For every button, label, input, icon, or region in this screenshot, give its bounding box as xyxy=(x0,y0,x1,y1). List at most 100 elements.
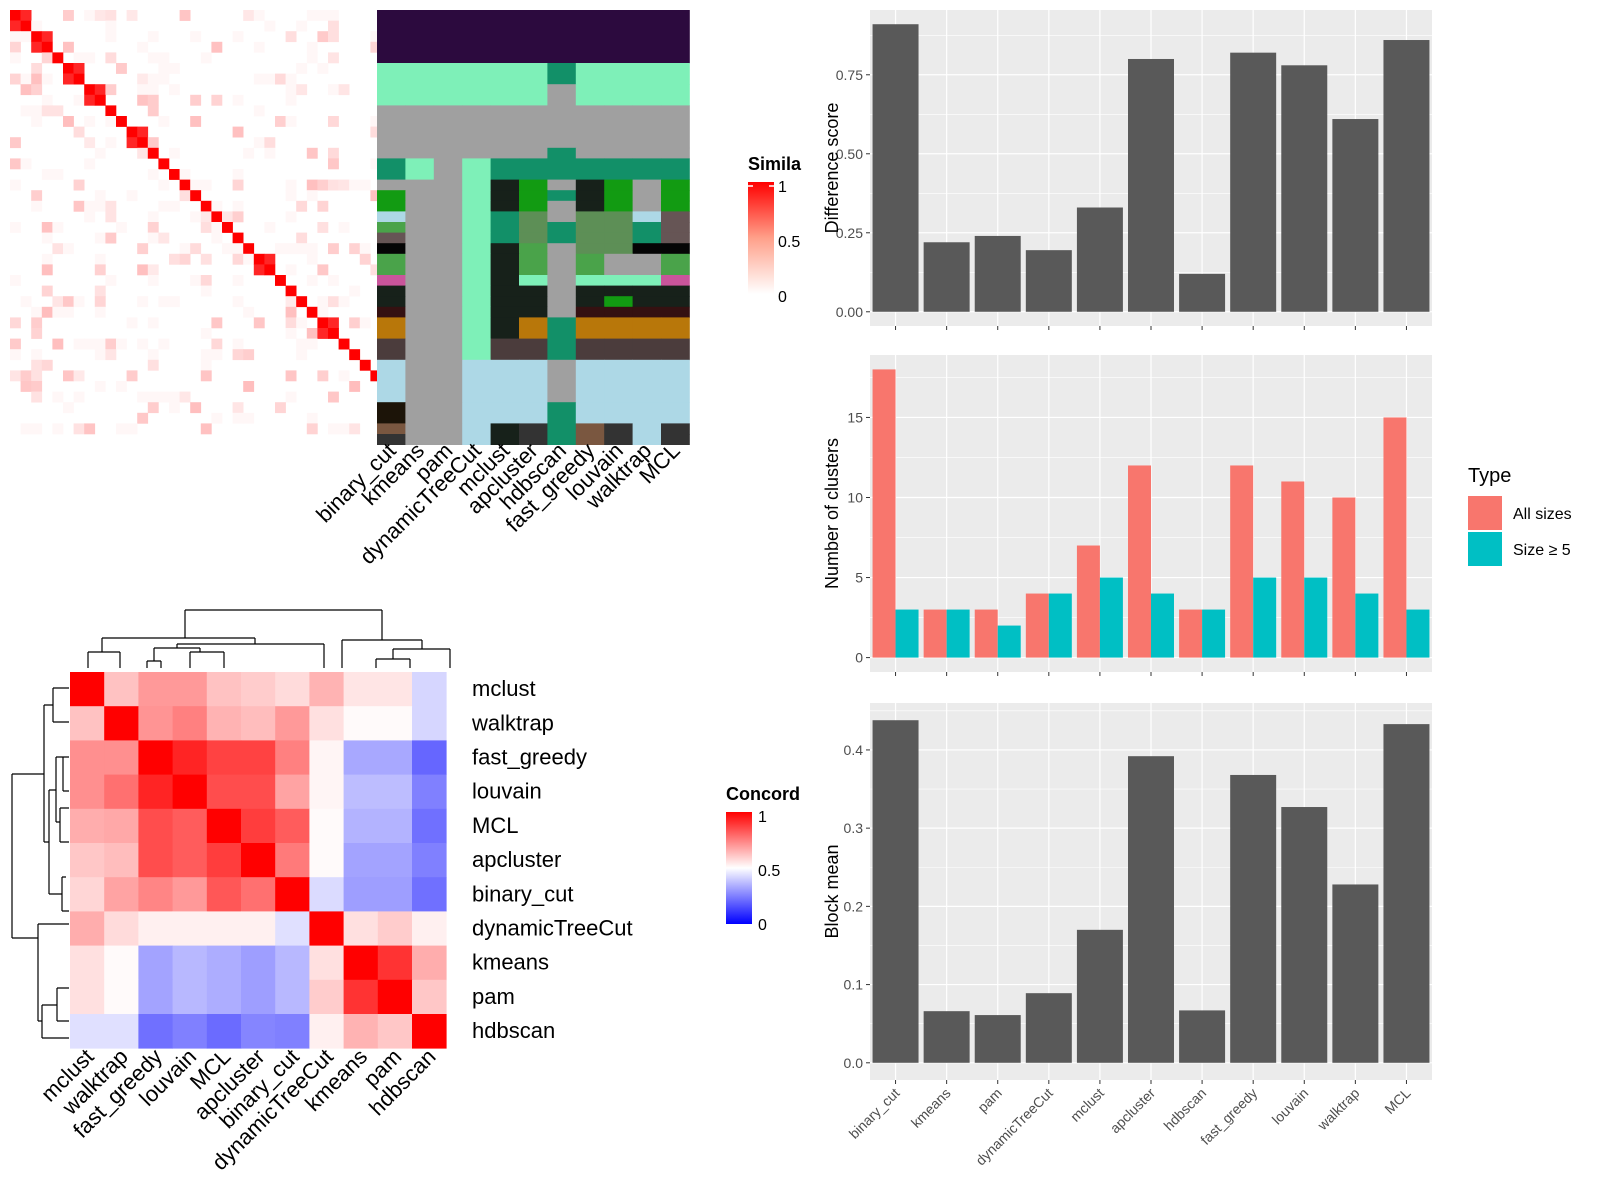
concordance-cell xyxy=(412,672,447,707)
similarity-cell xyxy=(306,190,318,202)
membership-cell xyxy=(575,179,605,191)
membership-cell xyxy=(575,222,605,233)
similarity-cell xyxy=(338,423,350,435)
similarity-cell xyxy=(73,370,85,382)
membership-cell xyxy=(462,10,491,64)
similarity-cell xyxy=(200,211,212,223)
similarity-cell xyxy=(158,116,170,127)
membership-cell xyxy=(405,10,435,64)
membership-cell xyxy=(604,158,633,180)
similarity-cell xyxy=(126,137,138,149)
difference-score-chart: 0.00 0.25 0.50 0.75 Difference score xyxy=(822,10,1432,330)
similarity-cell xyxy=(147,317,159,329)
y-axis-title: Number of clusters xyxy=(822,438,842,589)
concordance-cell xyxy=(275,808,310,844)
y-tick-label: 0.75 xyxy=(836,67,863,83)
membership-cell xyxy=(405,147,435,159)
membership-cell xyxy=(405,423,435,435)
similarity-cell xyxy=(10,370,21,382)
similarity-cell xyxy=(105,232,117,244)
concordance-cell xyxy=(309,808,344,844)
membership-cell xyxy=(575,10,605,64)
membership-cell xyxy=(377,306,406,318)
similarity-cell xyxy=(147,105,159,117)
similarity-cell xyxy=(306,338,318,350)
similarity-cell xyxy=(243,10,255,21)
concordance-cell xyxy=(343,774,379,810)
membership-cell xyxy=(547,243,577,255)
concordance-cell xyxy=(172,672,208,707)
concordance-cell xyxy=(275,945,310,981)
concordance-cell xyxy=(206,945,242,981)
similarity-cell xyxy=(94,10,106,21)
similarity-cell xyxy=(73,391,85,403)
membership-cell xyxy=(490,296,520,308)
concordance-cell xyxy=(343,945,379,981)
membership-cell xyxy=(377,200,406,212)
concordance-cell xyxy=(104,706,139,741)
similarity-cell xyxy=(73,94,85,106)
membership-cell xyxy=(661,253,690,276)
concordance-cell xyxy=(412,843,447,878)
concordance-cell xyxy=(172,877,208,912)
concordance-cell xyxy=(412,774,447,810)
concordance-cell xyxy=(309,774,344,810)
similarity-cell xyxy=(31,105,43,117)
concordance-cell xyxy=(138,1014,173,1049)
membership-cell xyxy=(405,158,435,180)
similarity-cell xyxy=(105,200,117,212)
similarity-cell xyxy=(232,211,244,223)
block-mean-bar xyxy=(1179,1010,1226,1063)
membership-cell xyxy=(462,423,491,435)
similarity-cell xyxy=(105,116,117,127)
similarity-cell xyxy=(370,264,382,276)
membership-cell xyxy=(575,434,605,445)
similarity-cell xyxy=(169,200,180,212)
membership-cell xyxy=(433,158,463,180)
concordance-cell xyxy=(241,877,276,912)
x-tick-label: binary_cut xyxy=(846,1085,903,1142)
similarity-cell xyxy=(94,306,106,318)
similarity-cell xyxy=(94,232,106,244)
similarity-cell xyxy=(10,31,21,43)
membership-cell xyxy=(490,200,520,212)
similarity-cell xyxy=(169,253,180,265)
similarity-cell xyxy=(52,243,64,255)
concordance-cell xyxy=(138,774,173,810)
similarity-cell xyxy=(317,63,329,74)
membership-cell xyxy=(490,359,520,403)
membership-cell xyxy=(462,232,491,244)
concordance-cell xyxy=(104,843,139,878)
concordance-cell xyxy=(241,911,276,946)
y-tick-label: 0 xyxy=(855,650,863,666)
similarity-cell xyxy=(285,211,297,223)
concordance-row-label: binary_cut xyxy=(472,881,574,906)
similarity-cell xyxy=(41,52,53,64)
difference-score-bar xyxy=(923,242,970,312)
similarity-cell xyxy=(200,253,212,265)
membership-cell xyxy=(433,285,463,297)
similarity-cell xyxy=(169,84,180,96)
concordance-cell xyxy=(138,740,173,775)
similarity-cell xyxy=(10,20,21,32)
similarity-cell xyxy=(73,73,85,85)
concordance-cell xyxy=(241,979,276,1015)
x-tick-label: MCL xyxy=(1381,1085,1413,1117)
similarity-cell xyxy=(264,253,276,265)
similarity-cell xyxy=(10,52,21,64)
membership-cell xyxy=(547,434,577,445)
membership-cell xyxy=(433,306,463,318)
similarity-cell xyxy=(285,94,297,106)
similarity-cell xyxy=(52,222,64,233)
concordance-cell xyxy=(172,843,208,878)
membership-cell xyxy=(433,211,463,223)
similarity-cell xyxy=(105,52,117,64)
similarity-cell xyxy=(158,158,170,170)
concordance-cell xyxy=(309,843,344,878)
difference-score-bar xyxy=(1025,250,1072,312)
membership-cell xyxy=(547,232,577,244)
membership-cell xyxy=(405,211,435,223)
concordance-cell xyxy=(343,740,379,775)
size-5-bar xyxy=(1099,577,1123,658)
similarity-cell xyxy=(338,222,350,233)
